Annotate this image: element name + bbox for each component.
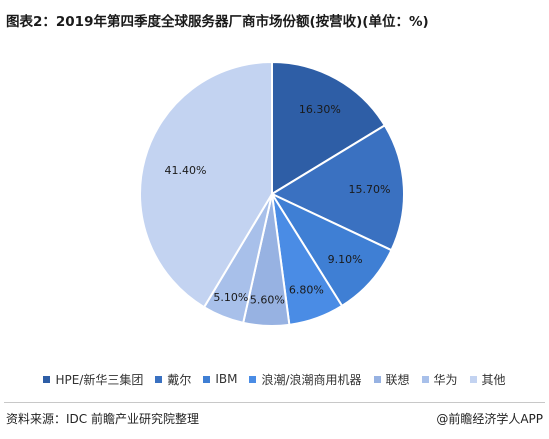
legend-swatch-1 bbox=[155, 375, 163, 383]
legend-label-0: HPE/新华三集团 bbox=[55, 372, 144, 387]
pie-labels: 16.30% 15.70% 9.10% 6.80% 5.60%5.10% 41.40% bbox=[165, 103, 391, 307]
legend-swatch-0 bbox=[43, 375, 51, 383]
legend: HPE/新华三集团 戴尔 IBM 浪潮/浪潮商用机器 联想 华为 其他 bbox=[0, 368, 549, 390]
pie-label-2: 9.10% bbox=[328, 253, 363, 266]
legend-swatch-6 bbox=[469, 375, 477, 383]
pie-label-6: 41.40% bbox=[165, 164, 207, 177]
legend-swatch-3 bbox=[249, 375, 257, 383]
legend-label-6: 其他 bbox=[481, 372, 506, 387]
brand-credit: @前瞻经济学人APP bbox=[436, 412, 543, 426]
legend-item-0: HPE/新华三集团 bbox=[43, 371, 143, 388]
legend-swatch-2 bbox=[203, 375, 211, 383]
legend-swatch-5 bbox=[421, 375, 429, 383]
legend-item-4: 联想 bbox=[373, 371, 410, 388]
legend-item-1: 戴尔 bbox=[155, 371, 191, 388]
legend-item-6: 其他 bbox=[469, 371, 506, 388]
pie-chart-svg: 16.30% 15.70% 9.10% 6.80% 5.60%5.10% 41.40% bbox=[139, 60, 405, 327]
pie-slice-6 bbox=[139, 60, 273, 309]
chart-title: 图表2：2019年第四季度全球服务器厂商市场份额(按营收)(单位：%) bbox=[6, 14, 429, 30]
legend-item-5: 华为 bbox=[421, 371, 458, 388]
legend-label-4: 联想 bbox=[385, 372, 410, 387]
pie-chart: 16.30% 15.70% 9.10% 6.80% 5.60% 5.10% 41.40% bbox=[0, 36, 549, 366]
legend-label-2: IBM bbox=[215, 372, 238, 386]
pie-label-4: 5.60% bbox=[250, 294, 285, 307]
pie-label-3: 6.80% bbox=[289, 284, 324, 297]
pie-label-1: 15.70% bbox=[349, 183, 391, 196]
pie-slice-1 bbox=[269, 124, 405, 252]
legend-item-2: IBM bbox=[203, 372, 237, 386]
legend-label-5: 华为 bbox=[433, 372, 458, 387]
pie-slices bbox=[139, 60, 405, 327]
legend-swatch-4 bbox=[373, 375, 381, 383]
legend-label-1: 戴尔 bbox=[167, 372, 192, 387]
legend-item-3: 浪潮/浪潮商用机器 bbox=[249, 371, 362, 388]
pie-label-0: 16.30% bbox=[299, 103, 341, 116]
pie-slice-0 bbox=[271, 60, 387, 196]
source-note: 资料来源：IDC 前瞻产业研究院整理 bbox=[6, 412, 199, 426]
footer-divider bbox=[4, 402, 545, 403]
legend-label-3: 浪潮/浪潮商用机器 bbox=[261, 372, 362, 387]
pie-label-5: 5.10% bbox=[213, 291, 248, 304]
